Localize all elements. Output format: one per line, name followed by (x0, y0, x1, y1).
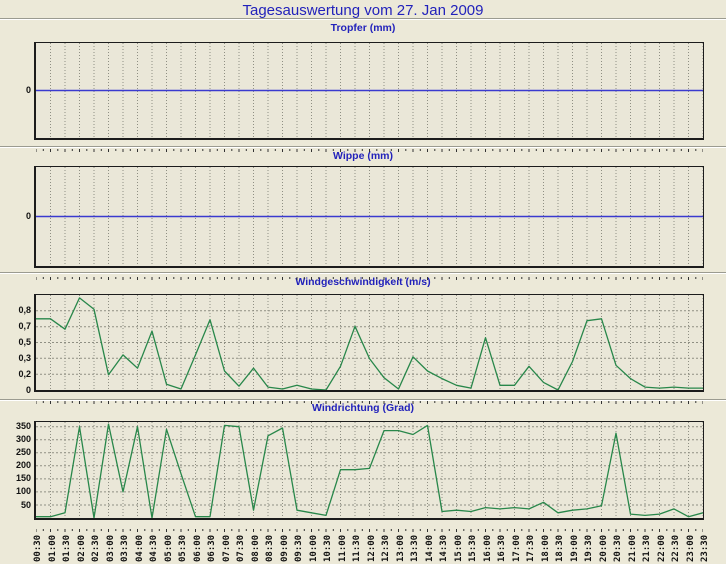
y-tick-label: 0 (25, 384, 31, 395)
x-tick-label: 08:00 (250, 534, 261, 562)
x-tick-label: 11:30 (352, 534, 362, 562)
y-tick-label: 0,2 (18, 368, 31, 379)
x-tick-label: 22:00 (656, 534, 667, 562)
chart-title-windrichtung: Windrichtung (Grad) (312, 402, 414, 414)
x-tick-label: 02:00 (76, 534, 87, 562)
y-tick-label: 0,5 (18, 337, 31, 347)
x-tick-label: 13:00 (395, 534, 406, 562)
x-tick-strip (35, 392, 704, 404)
x-tick-label: 03:30 (120, 534, 130, 562)
x-tick-strip (35, 268, 704, 280)
y-tick-label: 350 (15, 421, 31, 432)
y-tick-label: 200 (15, 460, 31, 471)
y-tick-label: 150 (15, 473, 31, 484)
x-tick-label: 06:30 (207, 534, 217, 562)
x-tick-label: 00:30 (33, 534, 43, 562)
x-tick-label: 14:00 (424, 534, 435, 562)
x-tick-label: 09:00 (279, 534, 290, 562)
x-tick-label: 11:00 (337, 534, 348, 562)
x-tick-strip (35, 140, 704, 152)
x-tick-strip (35, 520, 704, 532)
y-tick-label: 300 (15, 434, 31, 445)
x-tick-label: 16:30 (497, 534, 507, 562)
x-tick-label: 20:00 (598, 534, 609, 562)
x-tick-label: 21:30 (642, 534, 652, 562)
x-tick-label: 03:00 (105, 534, 116, 562)
wippe-chart (36, 167, 703, 266)
x-tick-label: 19:30 (584, 534, 594, 562)
x-tick-label: 04:30 (149, 534, 159, 562)
x-tick-label: 17:30 (526, 534, 536, 562)
y-tick-label: 250 (15, 447, 31, 458)
x-tick-label: 08:30 (265, 534, 275, 562)
windrichtung-chart (36, 422, 703, 518)
x-tick-label: 05:00 (163, 534, 174, 562)
y-tick-label: 0,3 (18, 352, 31, 363)
chart-title-wippe: Wippe (mm) (333, 150, 393, 162)
x-tick-label: 12:00 (366, 534, 377, 562)
x-tick-label: 23:30 (700, 534, 710, 562)
x-tick-label: 14:30 (439, 534, 449, 562)
divider (0, 18, 726, 20)
x-tick-label: 15:00 (453, 534, 464, 562)
windrichtung-plot (34, 421, 704, 520)
x-tick-label: 01:00 (47, 534, 58, 562)
x-tick-label: 12:30 (381, 534, 391, 562)
x-tick-label: 13:30 (410, 534, 420, 562)
x-tick-label: 15:30 (468, 534, 478, 562)
x-tick-label: 19:00 (569, 534, 580, 562)
divider (0, 399, 726, 401)
windrichtung-line (36, 423, 703, 518)
x-tick-label: 22:30 (671, 534, 681, 562)
x-tick-label: 10:30 (323, 534, 333, 562)
chart-title-tropfer: Tropfer (mm) (330, 22, 396, 34)
x-tick-label: 18:00 (540, 534, 551, 562)
tropfer-plot (34, 42, 704, 140)
tropfer-chart (36, 43, 703, 138)
x-tick-label: 04:00 (134, 534, 145, 562)
x-tick-label: 07:00 (221, 534, 232, 562)
windgeschwindigkeit-line (36, 297, 703, 390)
y-tick-label: 100 (15, 486, 31, 497)
x-tick-label: 01:30 (62, 534, 72, 562)
x-tick-label: 09:30 (294, 534, 304, 562)
x-tick-label: 20:30 (613, 534, 623, 562)
chart-title-windgeschwindigkeit: Windgeschwindigkeit (m/s) (295, 276, 431, 288)
windgeschwindigkeit-chart (36, 295, 703, 390)
x-tick-label: 16:00 (482, 534, 493, 562)
windgeschwindigkeit-plot (34, 294, 704, 392)
x-tick-label: 05:30 (178, 534, 188, 562)
y-tick-label: 0 (25, 85, 31, 95)
x-tick-label: 17:00 (511, 534, 522, 562)
y-tick-label: 0,8 (18, 305, 31, 316)
y-tick-label: 0 (25, 211, 31, 221)
y-tick-label: 50 (20, 499, 31, 510)
x-tick-label: 10:00 (308, 534, 319, 562)
divider (0, 146, 726, 148)
x-tick-label: 23:00 (685, 534, 696, 562)
x-tick-label: 06:00 (192, 534, 203, 562)
page-title: Tagesauswertung vom 27. Jan 2009 (242, 2, 484, 19)
wippe-plot (34, 166, 704, 268)
x-tick-label: 07:30 (236, 534, 246, 562)
x-tick-label: 02:30 (91, 534, 101, 562)
x-tick-label: 21:00 (627, 534, 638, 562)
x-tick-label: 18:30 (555, 534, 565, 562)
y-tick-label: 0,7 (18, 321, 31, 332)
divider (0, 272, 726, 274)
